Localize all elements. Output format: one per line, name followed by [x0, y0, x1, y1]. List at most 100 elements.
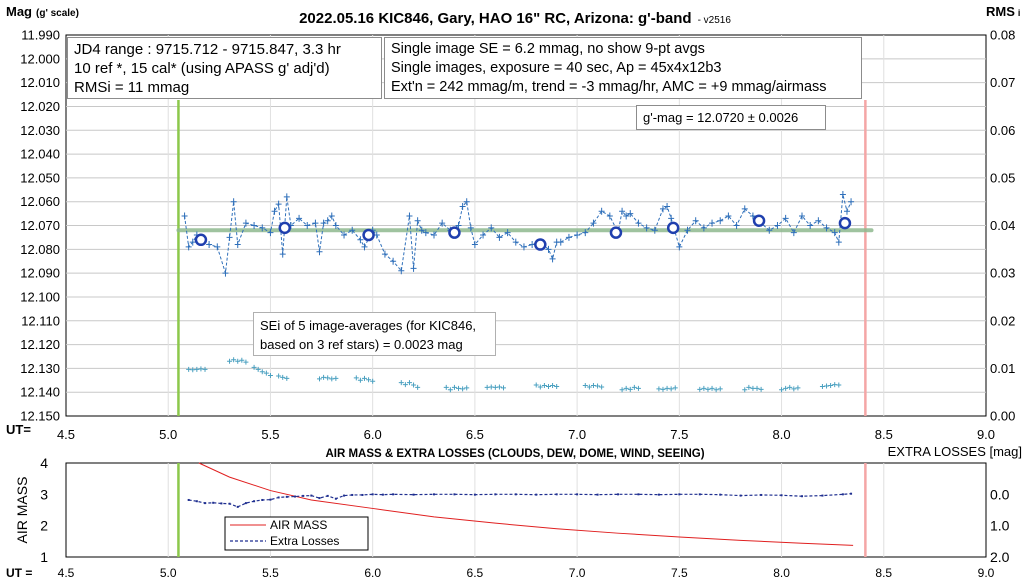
info-box-exposure-line: Single images, exposure = 40 sec, Ap = 4… — [391, 60, 722, 76]
info-box-exposure-line: Single image SE = 6.2 mmag, no show 9-pt… — [391, 41, 705, 57]
single-image-point — [439, 219, 446, 227]
single-image-point — [831, 229, 838, 237]
single-image-point — [717, 217, 724, 225]
single-image-point — [422, 229, 429, 237]
rms-y-tick-label: 0.00 — [990, 409, 1015, 424]
single-image-point — [459, 202, 466, 210]
rms-point — [828, 383, 834, 389]
single-image-point — [181, 212, 188, 220]
rms-point — [276, 373, 282, 379]
mag-y-tick-label: 12.050 — [20, 170, 60, 185]
single-image-point — [843, 207, 850, 215]
average-point — [362, 228, 375, 242]
airmass-plot-area — [65, 462, 987, 558]
single-image-point — [316, 248, 323, 256]
average-point — [666, 221, 680, 235]
rms-y-ticklabels: 0.00 0.01 0.02 0.03 0.04 0.05 0.06 0.07 0.08 — [990, 28, 1015, 424]
rms-y-tick-label: 0.08 — [990, 28, 1015, 43]
airmass-y-tick-label: 3 — [40, 486, 48, 502]
airmass-chart: 1 2 3 4 2.0 1.0 0.0 4.5 5.0 5.5 6.0 6.5 7.0 7.5 8.0 8… — [6, 444, 1022, 580]
airmass-x-tick-label: 6.5 — [467, 566, 484, 580]
single-image-point — [741, 205, 748, 213]
single-image-point — [627, 210, 634, 218]
mag-x-tick-label: 4.5 — [57, 427, 75, 442]
losses-y-ticklabels: 2.0 1.0 0.0 — [990, 486, 1010, 565]
single-image-point — [709, 219, 716, 227]
mag-x-tick-label: 8.5 — [875, 427, 893, 442]
single-image-points — [181, 191, 855, 277]
airmass-x-tick-label: 7.0 — [569, 566, 586, 580]
airmass-x-tick-label: 8.0 — [773, 566, 790, 580]
extra-losses-line — [188, 493, 852, 508]
single-image-point — [275, 200, 282, 208]
rms-point — [599, 384, 605, 390]
airmass-x-ticklabels: 4.5 5.0 5.5 6.0 6.5 7.0 7.5 8.0 8.5 9.0 — [58, 566, 995, 580]
rms-point — [582, 383, 588, 389]
single-image-point — [692, 217, 699, 225]
single-image-point — [651, 226, 658, 234]
mag-x-tick-label: 5.5 — [261, 427, 279, 442]
extra-losses-point — [596, 493, 599, 496]
single-image-point — [496, 233, 503, 241]
airmass-legend: AIR MASS Extra Losses — [224, 516, 369, 551]
single-image-point — [189, 238, 196, 246]
single-image-point — [835, 238, 842, 246]
average-points — [194, 214, 852, 251]
rms-point — [746, 384, 752, 390]
average-point — [838, 216, 852, 230]
rms-point — [464, 385, 470, 391]
airmass-reference-lines — [177, 463, 867, 557]
single-image-point — [512, 238, 519, 246]
extra-losses-point — [514, 493, 517, 496]
rms-point — [333, 375, 339, 381]
rms-point — [447, 387, 453, 393]
extra-losses-point — [698, 493, 701, 496]
single-image-point — [790, 229, 797, 237]
rms-point — [267, 373, 273, 379]
single-image-point — [749, 212, 756, 220]
single-image-point — [565, 233, 572, 241]
rms-point — [235, 358, 241, 364]
extra-losses-point — [392, 493, 395, 496]
rms-y-tick-label: 0.04 — [990, 218, 1015, 233]
extra-losses-point — [236, 505, 239, 508]
extra-losses-point — [433, 493, 435, 496]
single-image-point — [206, 241, 213, 249]
losses-axis-label: EXTRA LOSSES [mag] — [888, 444, 1022, 459]
airmass-y-tick-label: 4 — [40, 455, 48, 471]
losses-y-tick-label: 1.0 — [990, 518, 1010, 534]
single-image-point — [418, 226, 425, 234]
rms-point — [496, 384, 502, 390]
single-image-point — [839, 191, 846, 199]
airmass-x-tick-label: 9.0 — [978, 566, 995, 580]
single-image-point — [242, 219, 249, 227]
extra-losses-point — [351, 493, 354, 496]
legend-airmass-label: AIR MASS — [270, 518, 327, 532]
extra-losses-point — [801, 495, 803, 498]
sei-note-box: SEi of 5 image-averages (for KIC846, bas… — [253, 312, 496, 356]
single-image-point — [341, 231, 348, 239]
rms-point — [635, 385, 641, 391]
rms-point — [255, 366, 261, 372]
single-image-point — [520, 243, 527, 251]
rms-point — [541, 383, 547, 389]
single-image-point — [676, 243, 683, 251]
mag-y-tick-label: 11.990 — [21, 28, 60, 43]
extra-losses-point — [204, 502, 207, 505]
rms-point — [623, 385, 629, 391]
extra-losses-point — [821, 494, 824, 497]
single-image-point — [606, 212, 613, 220]
extra-losses-point — [228, 502, 231, 505]
rms-point — [795, 385, 801, 391]
extra-losses-point — [381, 493, 384, 496]
single-image-point — [635, 219, 642, 227]
rms-axis-label: RMS i — [986, 4, 1020, 19]
rms-point — [460, 386, 466, 392]
mag-axis-label: Mag (g' scale) — [6, 4, 79, 19]
single-image-point — [463, 198, 470, 206]
rms-point — [501, 385, 507, 391]
rms-point — [361, 375, 367, 381]
rms-point — [758, 386, 764, 392]
mag-x-tick-label: 8.0 — [773, 427, 791, 442]
info-box-jd-range-line: RMSi = 11 mmag — [74, 79, 190, 96]
